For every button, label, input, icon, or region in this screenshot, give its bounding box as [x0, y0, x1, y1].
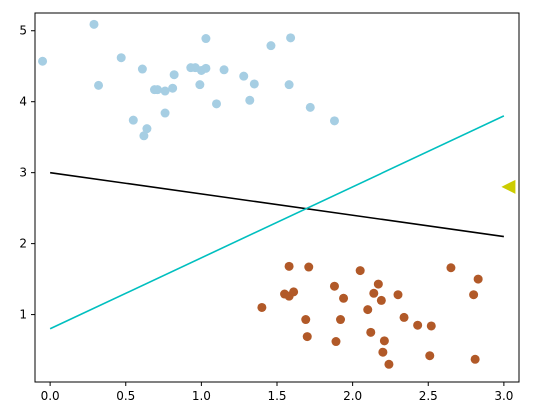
x-tick-label: 3.0 [494, 389, 513, 403]
scatter-point [373, 279, 383, 289]
scatter-point [355, 266, 365, 276]
scatter-point [304, 262, 314, 272]
y-tick-label: 1 [19, 308, 27, 322]
scatter-point [379, 336, 389, 346]
scatter-point [137, 64, 147, 74]
scatter-point [331, 337, 341, 347]
scatter-point [426, 321, 436, 331]
scatter-point [301, 315, 311, 325]
x-tick-label: 2.0 [343, 389, 362, 403]
x-tick-label: 1.5 [267, 389, 286, 403]
scatter-point [413, 320, 423, 330]
scatter-point [286, 33, 296, 43]
plot-area [35, 13, 519, 382]
scatter-point [257, 302, 267, 312]
scatter-point [305, 102, 315, 112]
scatter-point [329, 116, 339, 126]
x-tick-label: 0.5 [116, 389, 135, 403]
y-tick-label: 2 [19, 237, 27, 251]
scatter-point [473, 274, 483, 284]
scatter-point [201, 63, 211, 73]
scatter-point [393, 290, 403, 300]
scatter-point [195, 80, 205, 90]
scatter-point [284, 261, 294, 271]
scatter-point [201, 34, 211, 44]
series-line [49, 115, 505, 330]
series-line [50, 171, 504, 238]
scatter-point [302, 332, 312, 342]
scatter-point [219, 65, 229, 75]
scatter-point [425, 351, 435, 361]
scatter-point [153, 85, 163, 95]
scatter-point [470, 354, 480, 364]
scatter-point [266, 41, 276, 51]
scatter-point [378, 347, 388, 357]
scatter-point [339, 293, 349, 303]
scatter-point [376, 295, 386, 305]
scatter-point [38, 56, 48, 66]
scatter-point [168, 83, 178, 93]
scatter-point [169, 70, 179, 80]
scatter-point [446, 263, 456, 273]
triangle-marker [501, 179, 516, 194]
scatter-point [363, 305, 373, 315]
scatter-point [369, 288, 379, 298]
scatter-point [94, 80, 104, 90]
scatter-point [239, 71, 249, 81]
scatter-point [142, 124, 152, 134]
y-tick-label: 3 [19, 166, 27, 180]
x-tick-label: 0.0 [41, 389, 60, 403]
scatter-point [336, 315, 346, 325]
scatter-point [128, 115, 138, 125]
scatter-point [160, 108, 170, 118]
scatter-point [116, 53, 126, 63]
scatter-point [249, 79, 259, 89]
scatter-point [384, 359, 394, 369]
scatter-point [212, 99, 221, 109]
scatter-point [284, 80, 294, 90]
scatter-point [245, 95, 255, 105]
y-tick-label: 5 [19, 24, 27, 38]
x-tick-label: 2.5 [419, 389, 438, 403]
scatter-point [139, 131, 149, 141]
y-tick-label: 4 [19, 95, 27, 109]
scatter-point [469, 290, 479, 300]
scatter-point [160, 86, 170, 96]
scatter-point [399, 312, 409, 322]
x-tick-label: 1.0 [192, 389, 211, 403]
scatter-point [329, 281, 339, 291]
scatter-point [366, 327, 376, 337]
scatter-point [289, 287, 299, 297]
scatter-point [89, 19, 99, 29]
